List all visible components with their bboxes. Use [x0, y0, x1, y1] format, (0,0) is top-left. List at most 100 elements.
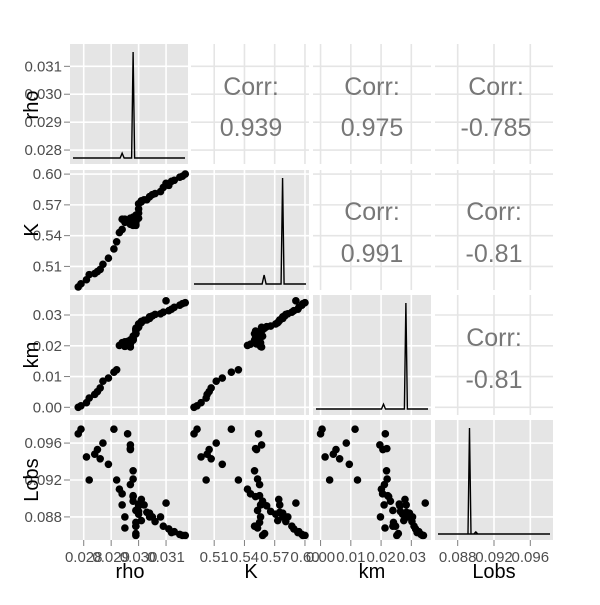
panel-rho-rho	[70, 44, 188, 164]
data-point	[123, 430, 132, 438]
x-axis-title-k: K	[244, 561, 258, 583]
data-point	[262, 502, 271, 510]
data-point	[202, 476, 210, 484]
data-point	[129, 466, 137, 475]
data-point	[383, 475, 391, 483]
panel-Lobs-Lobs	[435, 420, 553, 540]
ticks-layer: 0.0280.0290.0300.0310.510.540.570.600.00…	[24, 58, 549, 566]
data-point	[112, 365, 121, 374]
data-point	[162, 297, 170, 305]
panel-background	[313, 44, 431, 164]
data-point	[253, 475, 262, 483]
data-point	[193, 425, 201, 434]
data-point	[104, 460, 113, 469]
data-point	[162, 499, 170, 507]
corr-value-k-km: 0.991	[341, 240, 404, 268]
data-point	[342, 439, 351, 447]
data-point	[325, 476, 334, 484]
x-tick-label: 0.031	[147, 549, 185, 566]
data-point	[382, 466, 391, 475]
data-point	[121, 524, 129, 532]
panel-rho-km	[313, 44, 431, 164]
data-point	[212, 377, 221, 385]
data-point	[110, 425, 118, 434]
corr-value-km-lobs: -0.81	[466, 366, 523, 394]
panel-km-Lobs	[435, 295, 553, 415]
x-tick-label: 0.096	[512, 549, 550, 566]
data-point	[118, 225, 126, 234]
density-line	[438, 427, 550, 535]
data-point	[134, 510, 143, 518]
y-tick-label: 0.00	[33, 399, 62, 416]
data-point	[402, 501, 410, 509]
x-tick-label: 0.028	[65, 549, 103, 566]
data-point	[132, 522, 140, 530]
y-tick-label: 0.030	[24, 86, 62, 103]
data-point	[140, 501, 148, 509]
data-point	[85, 394, 94, 402]
panel-background	[191, 170, 309, 290]
data-point	[93, 445, 102, 454]
data-point	[181, 298, 190, 307]
panel-Lobs-rho	[70, 420, 190, 540]
data-point	[251, 327, 260, 335]
y-tick-label: 0.028	[24, 142, 62, 159]
data-point	[118, 501, 126, 509]
panel-K-km	[313, 170, 431, 290]
y-tick-label: 0.51	[33, 258, 62, 275]
data-point	[227, 368, 236, 377]
data-point	[181, 531, 190, 540]
y-tick-label: 0.02	[33, 338, 62, 355]
corr-label-rho-km: Corr:	[344, 73, 400, 101]
data-point	[112, 237, 121, 246]
panel-Lobs-km	[313, 420, 431, 540]
data-point	[205, 445, 213, 454]
data-point	[260, 529, 269, 538]
data-point	[275, 501, 284, 509]
data-point	[212, 439, 221, 447]
data-point	[137, 516, 146, 525]
x-tick-label: 0.029	[92, 549, 130, 566]
data-point	[351, 425, 359, 434]
y-tick-label: 0.029	[24, 114, 62, 131]
x-tick-label: 0.00	[306, 549, 335, 566]
x-tick-label: 0.088	[439, 549, 477, 566]
data-point	[85, 476, 94, 484]
data-point	[251, 492, 260, 501]
data-point	[96, 384, 104, 392]
x-tick-label: 0.092	[475, 549, 513, 566]
data-point	[132, 220, 140, 229]
y-tick-label: 0.01	[33, 369, 62, 386]
data-point	[156, 513, 165, 521]
data-point	[77, 425, 85, 434]
data-point	[218, 460, 227, 469]
data-point	[292, 297, 300, 305]
data-point	[251, 522, 260, 530]
data-point	[419, 531, 428, 540]
data-point	[345, 460, 354, 469]
data-point	[234, 476, 243, 484]
corr-label-rho-lobs: Corr:	[468, 73, 524, 101]
data-point	[121, 513, 129, 521]
data-point	[321, 453, 329, 461]
x-axis-title-km: km	[359, 561, 386, 583]
data-point	[207, 454, 215, 463]
corr-label-k-lobs: Corr:	[466, 198, 522, 226]
data-point	[257, 441, 266, 449]
data-point	[96, 454, 104, 463]
data-point	[197, 398, 205, 407]
data-point	[151, 310, 159, 319]
panels-layer	[70, 44, 553, 540]
data-point	[253, 506, 262, 515]
x-tick-label: 0.54	[230, 549, 259, 566]
x-tick-label: 0.60	[290, 549, 319, 566]
corr-label-km-lobs: Corr:	[466, 324, 522, 352]
panel-background	[70, 170, 188, 290]
data-point	[181, 170, 190, 178]
data-point	[353, 476, 362, 484]
data-point	[332, 445, 340, 454]
corr-label-k-km: Corr:	[344, 198, 400, 226]
data-point	[389, 506, 397, 515]
panel-background	[313, 170, 431, 290]
data-point	[118, 490, 126, 498]
